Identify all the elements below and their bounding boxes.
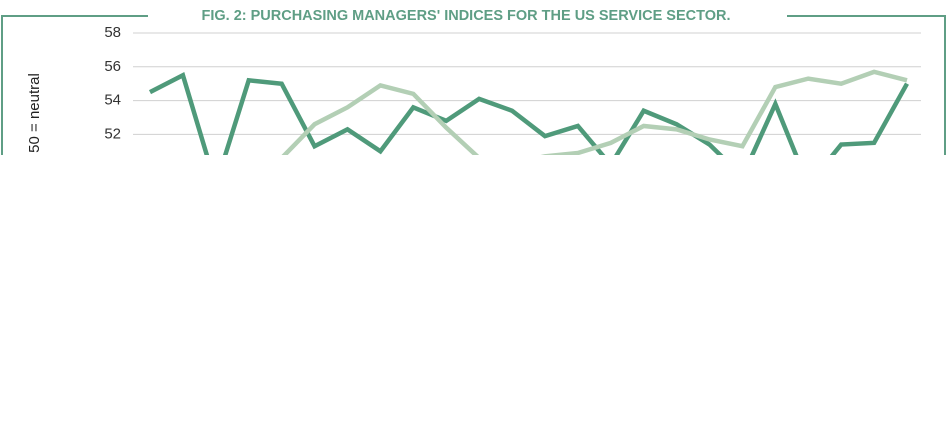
chart-area: FIG. 2: PURCHASING MANAGERS' INDICES FOR… bbox=[1, 8, 946, 155]
y-tick-label: 54 bbox=[104, 92, 121, 109]
y-tick-label: 56 bbox=[104, 58, 121, 75]
data-line bbox=[148, 72, 909, 155]
y-axis-label: 50 = neutral bbox=[26, 73, 43, 153]
data-line bbox=[281, 69, 908, 155]
y-tick-label: 52 bbox=[104, 125, 121, 142]
chart-title: FIG. 2: PURCHASING MANAGERS' INDICES FOR… bbox=[201, 8, 730, 24]
y-tick-label: 58 bbox=[104, 24, 121, 41]
